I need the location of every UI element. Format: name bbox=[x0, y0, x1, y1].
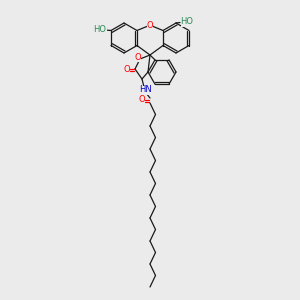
Text: O: O bbox=[139, 95, 145, 104]
Text: O: O bbox=[147, 20, 153, 29]
Text: HO: HO bbox=[181, 17, 194, 26]
Text: O: O bbox=[124, 64, 130, 74]
Text: O: O bbox=[135, 52, 141, 62]
Text: HO: HO bbox=[94, 25, 106, 34]
Text: HN: HN bbox=[139, 85, 152, 94]
